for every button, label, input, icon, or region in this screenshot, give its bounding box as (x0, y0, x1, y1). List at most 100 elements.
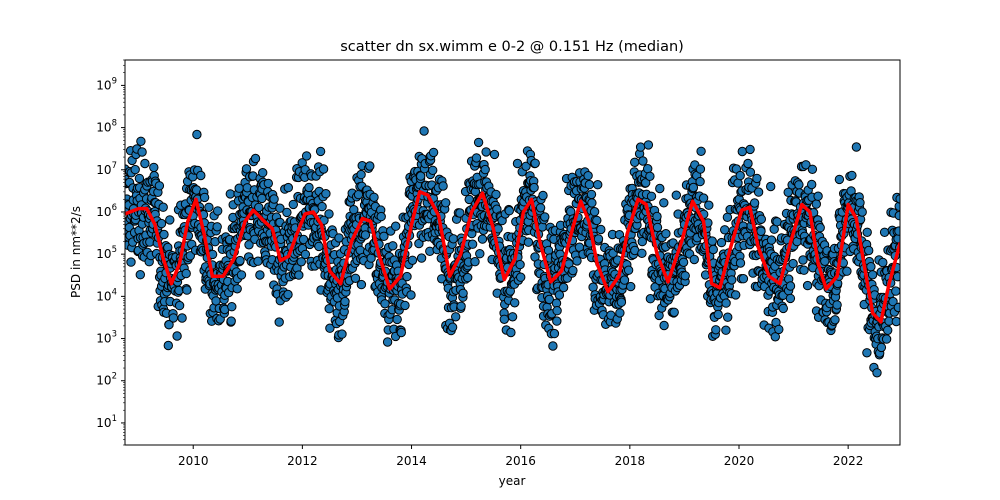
scatter-point (894, 226, 900, 236)
scatter-point (695, 176, 705, 187)
x-tick-label: 2022 (833, 454, 864, 468)
scatter-point (711, 325, 721, 335)
scatter-point (451, 312, 461, 322)
scatter-point (516, 272, 526, 282)
median-line (125, 190, 900, 324)
scatter-point (643, 164, 653, 174)
scatter-point (257, 193, 267, 204)
scatter-point (172, 331, 182, 341)
scatter-point (235, 255, 245, 266)
scatter-point (638, 156, 648, 166)
y-axis-title: PSD in nm**2/s (69, 206, 83, 298)
scatter-point (698, 193, 709, 203)
scatter-point (584, 179, 595, 190)
y-tick-label: 104 (96, 287, 117, 303)
scatter-point (851, 142, 862, 152)
y-tick-label: 106 (96, 203, 117, 219)
scatter-point (583, 171, 593, 181)
plot-frame (124, 59, 901, 446)
scatter-point (738, 274, 749, 284)
scatter-point (506, 327, 516, 338)
scatter-point (540, 212, 550, 222)
scatter-point (704, 200, 714, 210)
scatter-point (864, 245, 874, 256)
scatter-point (535, 203, 546, 213)
scatter-point (244, 240, 254, 250)
scatter-point (881, 334, 892, 344)
scatter-point (588, 282, 598, 292)
x-tick-label: 2016 (505, 454, 536, 468)
scatter-point (318, 164, 329, 174)
scatter-point (689, 254, 699, 265)
scatter-point (735, 258, 746, 268)
y-tick-label: 103 (96, 330, 117, 346)
scatter-point (174, 300, 185, 311)
scatter-point (236, 270, 247, 280)
scatter-point (182, 285, 192, 295)
x-tick-label: 2020 (724, 454, 755, 468)
scatter-point (820, 256, 830, 266)
scatter-point (544, 294, 554, 305)
scatter-point (296, 257, 306, 267)
scatter-point (752, 173, 762, 184)
scatter-point (716, 237, 727, 248)
scatter-point (521, 161, 531, 172)
scatter-point (470, 257, 480, 267)
scatter-point (530, 158, 540, 169)
scatter-point (213, 206, 223, 216)
scatter-point (745, 167, 756, 177)
scatter-point (419, 126, 429, 136)
scatter-point (300, 249, 311, 260)
scatter-point (552, 306, 562, 316)
scatter-point (678, 257, 689, 267)
scatter-point (168, 313, 179, 323)
scatter-point (616, 297, 627, 307)
scatter-point (414, 238, 424, 249)
scatter-point (646, 191, 657, 202)
scatter-point (512, 158, 523, 169)
scatter-point (275, 203, 285, 213)
scatter-point (196, 170, 206, 181)
scatter-point (554, 290, 565, 300)
scatter-point (177, 313, 187, 323)
scatter-point (894, 210, 900, 221)
scatter-point (400, 300, 410, 311)
scatter-point (321, 189, 331, 199)
scatter-point (892, 272, 900, 282)
scatter-point (766, 235, 777, 245)
scatter-point (283, 182, 293, 193)
scatter-point (334, 233, 344, 243)
scatter-point (135, 270, 146, 280)
y-tick-label: 109 (96, 76, 117, 92)
scatter-point (458, 288, 468, 298)
scatter-point (671, 190, 681, 200)
scatter-point (227, 302, 237, 312)
scatter-point (721, 325, 731, 335)
scatter-point (743, 158, 753, 169)
scatter-point (785, 281, 796, 291)
scatter-point (552, 316, 562, 326)
x-tick-label: 2014 (396, 454, 427, 468)
scatter-point (523, 237, 534, 247)
scatter-point (756, 226, 766, 237)
scatter-point (350, 273, 361, 283)
scatter-point (250, 153, 261, 164)
scatter-point (630, 157, 640, 168)
scatter-point (637, 236, 647, 247)
scatter-point (499, 314, 509, 324)
scatter-point (149, 162, 159, 173)
scatter-point (226, 316, 236, 326)
scatter-point (225, 189, 236, 199)
scatter-point (314, 241, 324, 252)
scatter-point (652, 222, 663, 233)
scatter-point (807, 179, 817, 190)
scatter-point (623, 265, 634, 275)
scatter-point (735, 170, 745, 181)
scatter-point (456, 301, 466, 311)
y-tick-label: 102 (96, 372, 117, 388)
scatter-point (811, 199, 821, 209)
scatter-point (661, 229, 671, 239)
scatter-point (723, 312, 733, 322)
scatter-point (241, 164, 252, 174)
